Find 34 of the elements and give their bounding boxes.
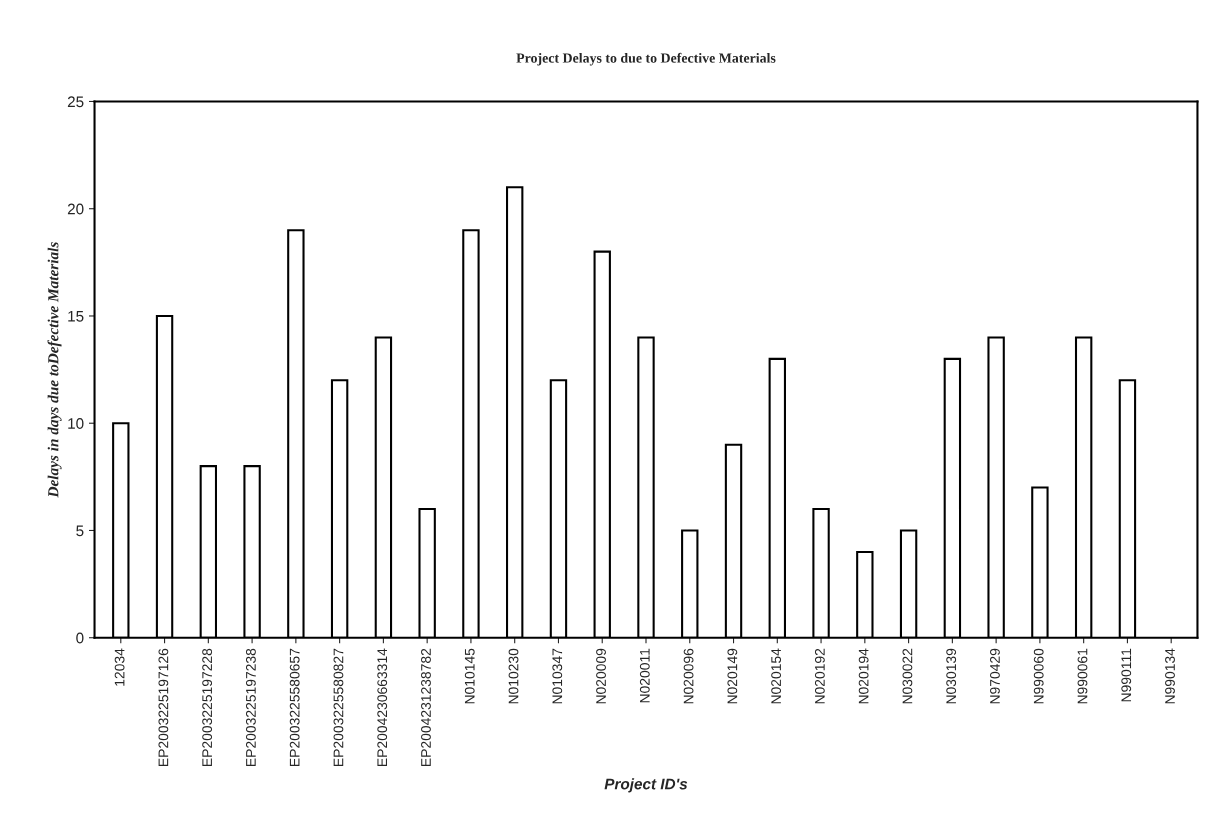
x-tick-label: N010347 [552, 648, 563, 704]
x-tick-label: N990061 [1077, 648, 1088, 704]
y-tick-label: 0 [76, 632, 84, 644]
x-tick-label: N020009 [596, 648, 606, 704]
x-tick-label: N020011 [639, 648, 650, 703]
y-axis-title: Delays in days due toDefective Materials [47, 242, 62, 498]
x-tick-label: N030022 [902, 648, 913, 704]
x-tick-label: EP2003225197238 [245, 648, 256, 766]
y-tick-label: 25 [67, 96, 84, 108]
x-tick-label: EP2003225580657 [289, 648, 300, 766]
x-tick-label: 12034 [114, 648, 125, 686]
y-tick-label: 10 [68, 418, 84, 429]
x-tick-label: N030139 [946, 648, 957, 704]
x-tick-label: N020149 [727, 648, 738, 704]
x-tick-label: EP2003225197126 [158, 648, 169, 766]
y-tick-label: 20 [67, 203, 84, 215]
x-tick-label: N990060 [1033, 648, 1044, 704]
x-tick-label: N990134 [1165, 648, 1175, 704]
x-tick-label: EP2004231238782 [421, 648, 431, 766]
x-tick-label: N020096 [683, 648, 694, 704]
x-tick-label: N020154 [771, 648, 782, 704]
chart-title: Project Delays to due to Defective Materials [516, 52, 776, 66]
x-tick-label: EP2003225197228 [202, 648, 213, 766]
x-tick-label: N020192 [814, 648, 825, 704]
y-tick-label: 15 [68, 311, 84, 322]
x-tick-label: N010145 [464, 648, 475, 704]
x-tick-label: N010230 [508, 648, 519, 704]
y-tick-label: 5 [76, 525, 84, 537]
x-tick-label: N970429 [990, 648, 1000, 704]
x-tick-label: EP2003225580827 [333, 648, 344, 766]
x-axis-title: Project ID's [604, 778, 688, 793]
x-tick-label: N020194 [858, 648, 869, 704]
x-tick-label: EP2004230663314 [377, 648, 388, 766]
x-tick-label: N990111 [1121, 648, 1132, 702]
